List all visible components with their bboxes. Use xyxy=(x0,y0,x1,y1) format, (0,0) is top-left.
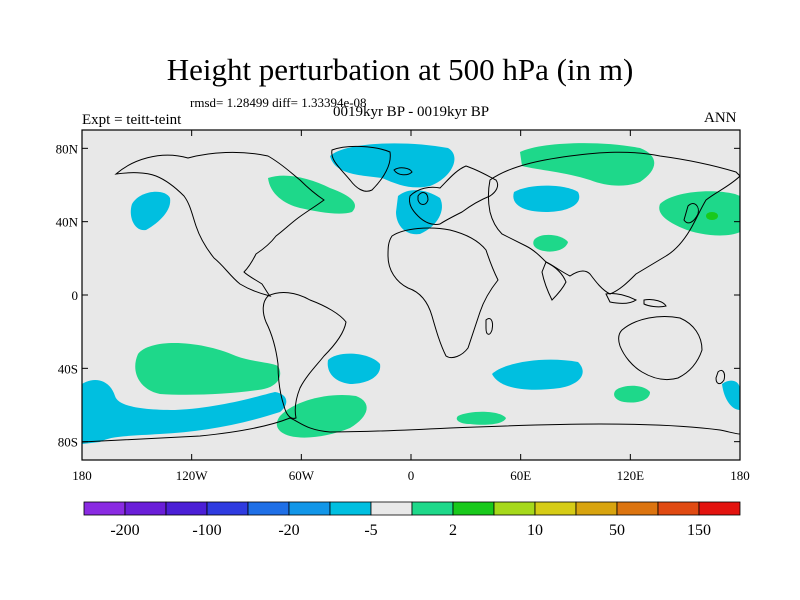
coastlines xyxy=(82,145,740,443)
coast-japan xyxy=(683,203,699,224)
lat-tick-label: 80N xyxy=(56,141,79,156)
region-central-asia-negative xyxy=(513,185,580,212)
colorbar-label: 2 xyxy=(449,522,457,539)
colorbar-swatch xyxy=(657,501,700,516)
lon-tick-label: 0 xyxy=(408,468,415,483)
coast-north-america xyxy=(114,151,325,297)
lon-tick-label: 180 xyxy=(730,468,750,483)
region-north-atlantic-negative xyxy=(396,190,442,235)
region-east-pacific-south-negative xyxy=(722,380,740,410)
colorbar-swatch xyxy=(370,501,413,516)
region-australia-south-positive xyxy=(614,385,650,403)
lat-tick-label: 40N xyxy=(56,215,79,230)
coast-uk xyxy=(417,192,429,205)
colorbar-label: -20 xyxy=(278,522,299,539)
colorbar-swatch xyxy=(698,501,741,516)
region-arctic-greenland-negative xyxy=(330,143,455,188)
period-line: 0019kyr BP - 0019kyr BP xyxy=(332,104,490,120)
lon-tick-label: 60E xyxy=(510,468,531,483)
region-south-atlantic-positive xyxy=(276,394,367,438)
lon-tick-label: 180 xyxy=(72,468,92,483)
colorbar-swatch xyxy=(124,501,167,516)
region-south-pacific-negative xyxy=(82,380,287,444)
colorbar-label: -5 xyxy=(364,522,377,539)
lon-tick-label: 120W xyxy=(176,468,209,483)
region-south-atlantic-negative xyxy=(327,353,381,384)
colorbar-swatch xyxy=(288,501,331,516)
colorbar-swatch xyxy=(206,501,249,516)
colorbar-swatch xyxy=(534,501,577,516)
coast-iceland xyxy=(393,167,413,176)
coast-new-zealand xyxy=(715,369,725,385)
lat-tick-label: 0 xyxy=(72,288,79,303)
colorbar-label: 150 xyxy=(687,522,711,539)
experiment-label: Expt = teitt-teint xyxy=(82,112,182,128)
lon-tick-label: 60W xyxy=(289,468,315,483)
coast-greenland xyxy=(331,145,391,192)
region-middle-east-positive xyxy=(533,234,568,252)
longitude-axis: 180 120W 60W 0 60E 120E 180 xyxy=(72,130,750,483)
colorbar-swatch xyxy=(493,501,536,516)
coast-antarctica xyxy=(82,417,740,443)
coast-south-america xyxy=(262,292,347,419)
stats-line: rmsd= 1.28499 diff= 1.33394e-08 xyxy=(190,95,367,110)
colorbar-swatch xyxy=(329,501,372,516)
region-northwest-pacific-positive xyxy=(659,191,740,236)
region-south-indian-negative xyxy=(492,359,583,390)
coast-asia xyxy=(488,151,740,295)
anomaly-regions xyxy=(82,143,740,444)
region-canada-positive xyxy=(268,175,356,214)
coast-madagascar xyxy=(485,317,493,335)
season-label: ANN xyxy=(704,110,737,126)
colorbar-swatch xyxy=(247,501,290,516)
colorbar-label: 10 xyxy=(527,522,543,539)
map-title: Height perturbation at 500 hPa (in m) xyxy=(166,52,634,87)
latitude-axis: 80N 40N 0 40S 80S xyxy=(56,141,740,450)
colorbar-swatch xyxy=(411,501,454,516)
lat-tick-label: 40S xyxy=(58,361,78,376)
colorbar-swatch xyxy=(452,501,495,516)
region-south-pacific-positive xyxy=(135,342,281,395)
colorbar-swatch xyxy=(83,501,126,516)
colorbar: -200 -100 -20 -5 2 10 50 150 xyxy=(83,501,741,539)
region-siberia-positive xyxy=(520,143,655,186)
lat-tick-label: 80S xyxy=(58,435,78,450)
colorbar-swatch xyxy=(575,501,618,516)
coast-australia xyxy=(618,316,703,381)
region-northwest-pacific-core xyxy=(706,212,718,220)
colorbar-label: -200 xyxy=(110,522,139,539)
region-north-pacific-negative xyxy=(130,191,171,231)
colorbar-label: 50 xyxy=(609,522,625,539)
coast-africa xyxy=(387,227,499,359)
colorbar-label: -100 xyxy=(192,522,221,539)
coast-indonesia xyxy=(605,293,667,308)
region-indian-ocean-south-positive xyxy=(456,411,506,425)
coast-europe xyxy=(409,165,499,225)
colorbar-swatch xyxy=(616,501,659,516)
colorbar-swatch xyxy=(165,501,208,516)
coast-india xyxy=(541,261,567,301)
lon-tick-label: 120E xyxy=(617,468,645,483)
